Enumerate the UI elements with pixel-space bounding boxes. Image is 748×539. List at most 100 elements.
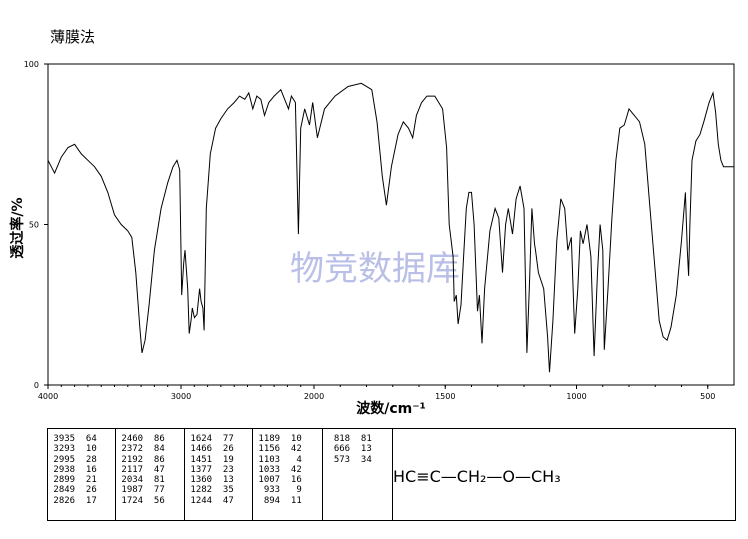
peak-transmittance: 47 xyxy=(212,495,234,506)
peak-wavenumber: 1103 xyxy=(253,454,281,465)
peak-wavenumber: 2372 xyxy=(116,444,144,455)
peak-table-row: 2899 21 xyxy=(48,475,115,485)
peak-table-column: 1189 10 1156 42 1103 4 1033 42 1007 16 9… xyxy=(253,429,323,520)
peak-transmittance: 23 xyxy=(212,464,234,475)
peak-wavenumber: 2192 xyxy=(116,454,144,465)
peak-wavenumber: 1624 xyxy=(185,434,213,444)
y-tick-label: 50 xyxy=(29,221,39,230)
peak-wavenumber: 666 xyxy=(323,444,351,455)
y-tick-label: 100 xyxy=(24,60,39,69)
peak-transmittance: 19 xyxy=(212,454,234,465)
peak-transmittance: 28 xyxy=(75,454,97,465)
peak-table: 3935 64 3293 10 2995 28 2938 16 2899 21 … xyxy=(47,428,736,521)
peak-transmittance: 77 xyxy=(212,434,234,444)
x-tick-label: 4000 xyxy=(38,392,58,401)
x-tick-label: 500 xyxy=(700,392,715,401)
peak-wavenumber: 2899 xyxy=(48,475,76,486)
peak-transmittance: 16 xyxy=(75,464,97,475)
peak-wavenumber: 1987 xyxy=(116,485,144,496)
peak-table-row: 1724 56 xyxy=(116,496,184,506)
peak-table-row: 1156 42 xyxy=(253,444,322,454)
peak-transmittance: 77 xyxy=(143,485,165,496)
peak-transmittance: 86 xyxy=(143,434,165,444)
peak-wavenumber: 1033 xyxy=(253,464,281,475)
peak-table-column: 2460 86 2372 84 2192 86 2117 47 2034 81 … xyxy=(116,429,185,520)
y-axis-label: 透过率/% xyxy=(9,197,26,258)
peak-table-row: 1987 77 xyxy=(116,485,184,495)
peak-wavenumber: 818 xyxy=(323,434,351,444)
peak-table-row: 2372 84 xyxy=(116,444,184,454)
peak-table-row: 894 11 xyxy=(253,496,322,506)
x-tick-label: 2000 xyxy=(304,392,324,401)
peak-table-row: 818 81 xyxy=(323,434,392,444)
peak-transmittance: 47 xyxy=(143,464,165,475)
peak-wavenumber: 1451 xyxy=(185,454,213,465)
peak-table-row: 1103 4 xyxy=(253,455,322,465)
peak-transmittance: 42 xyxy=(280,444,302,455)
peak-table-row: 2995 28 xyxy=(48,455,115,465)
peak-table-row: 666 13 xyxy=(323,444,392,454)
peak-wavenumber: 2938 xyxy=(48,464,76,475)
peak-table-row: 1244 47 xyxy=(185,496,252,506)
peak-wavenumber: 1377 xyxy=(185,464,213,475)
peak-transmittance: 17 xyxy=(75,495,97,506)
peak-table-row: 1189 10 xyxy=(253,434,322,444)
peak-wavenumber: 2995 xyxy=(48,454,76,465)
peak-transmittance: 81 xyxy=(350,434,372,444)
peak-table-row: 2034 81 xyxy=(116,475,184,485)
peak-table-row: 1451 19 xyxy=(185,455,252,465)
peak-table-column: 3935 64 3293 10 2995 28 2938 16 2899 21 … xyxy=(48,429,116,520)
peak-wavenumber: 2826 xyxy=(48,495,76,506)
peak-wavenumber: 3293 xyxy=(48,444,76,455)
x-tick-label: 3000 xyxy=(171,392,191,401)
peak-table-row: 3293 10 xyxy=(48,444,115,454)
peak-table-row: 2849 26 xyxy=(48,485,115,495)
peak-transmittance: 13 xyxy=(350,444,372,455)
peak-transmittance: 13 xyxy=(212,475,234,486)
peak-transmittance: 10 xyxy=(75,444,97,455)
peak-wavenumber: 1466 xyxy=(185,444,213,455)
peak-table-row: 1360 13 xyxy=(185,475,252,485)
peak-wavenumber: 1282 xyxy=(185,485,213,496)
peak-wavenumber: 933 xyxy=(253,485,281,496)
y-tick-label: 0 xyxy=(34,381,39,390)
peak-transmittance: 64 xyxy=(75,434,97,444)
peak-wavenumber: 894 xyxy=(253,495,281,506)
peak-wavenumber: 3935 xyxy=(48,434,76,444)
peak-wavenumber: 1007 xyxy=(253,475,281,486)
peak-wavenumber: 1189 xyxy=(253,434,281,444)
peak-transmittance: 9 xyxy=(280,485,302,496)
peak-table-row: 2117 47 xyxy=(116,465,184,475)
peak-transmittance: 81 xyxy=(143,475,165,486)
peak-transmittance: 42 xyxy=(280,464,302,475)
peak-transmittance: 35 xyxy=(212,485,234,496)
x-axis-label: 波数/cm⁻¹ xyxy=(356,400,426,417)
peak-wavenumber: 2460 xyxy=(116,434,144,444)
peak-table-row: 2938 16 xyxy=(48,465,115,475)
peak-wavenumber: 2117 xyxy=(116,464,144,475)
peak-transmittance: 26 xyxy=(75,485,97,496)
peak-table-row: 1377 23 xyxy=(185,465,252,475)
peak-transmittance: 21 xyxy=(75,475,97,486)
peak-transmittance: 84 xyxy=(143,444,165,455)
peak-table-row: 933 9 xyxy=(253,485,322,495)
watermark-text: 物竞数据库 xyxy=(290,249,460,289)
x-tick-label: 1500 xyxy=(435,392,455,401)
x-tick-label: 1000 xyxy=(566,392,586,401)
peak-wavenumber: 1724 xyxy=(116,495,144,506)
peak-table-row: 3935 64 xyxy=(48,434,115,444)
peak-wavenumber: 1156 xyxy=(253,444,281,455)
chart-title: 薄膜法 xyxy=(50,28,96,46)
peak-table-row: 1282 35 xyxy=(185,485,252,495)
peak-wavenumber: 1360 xyxy=(185,475,213,486)
peak-wavenumber: 573 xyxy=(323,454,351,465)
peak-wavenumber: 1244 xyxy=(185,495,213,506)
peak-transmittance: 34 xyxy=(350,454,372,465)
spectrum-line xyxy=(47,82,734,373)
peak-transmittance: 10 xyxy=(280,434,302,444)
peak-table-row: 2460 86 xyxy=(116,434,184,444)
peak-table-row: 573 34 xyxy=(323,455,392,465)
peak-table-row: 2826 17 xyxy=(48,496,115,506)
peak-table-row: 1007 16 xyxy=(253,475,322,485)
